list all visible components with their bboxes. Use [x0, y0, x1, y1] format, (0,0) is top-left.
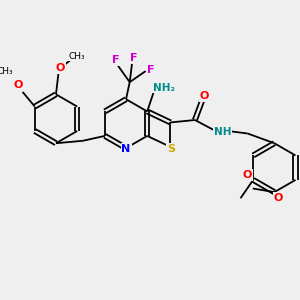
Text: O: O	[243, 170, 252, 180]
Text: N: N	[122, 144, 131, 154]
Text: O: O	[273, 193, 283, 203]
Text: CH₃: CH₃	[68, 52, 85, 61]
Text: F: F	[148, 65, 155, 75]
Text: CH₃: CH₃	[0, 67, 14, 76]
Text: S: S	[167, 144, 175, 154]
Text: F: F	[112, 55, 119, 65]
Text: O: O	[13, 80, 22, 90]
Text: F: F	[130, 53, 138, 63]
Text: NH₂: NH₂	[153, 82, 175, 93]
Text: O: O	[56, 63, 65, 73]
Text: O: O	[200, 91, 209, 101]
Text: NH: NH	[214, 127, 231, 137]
